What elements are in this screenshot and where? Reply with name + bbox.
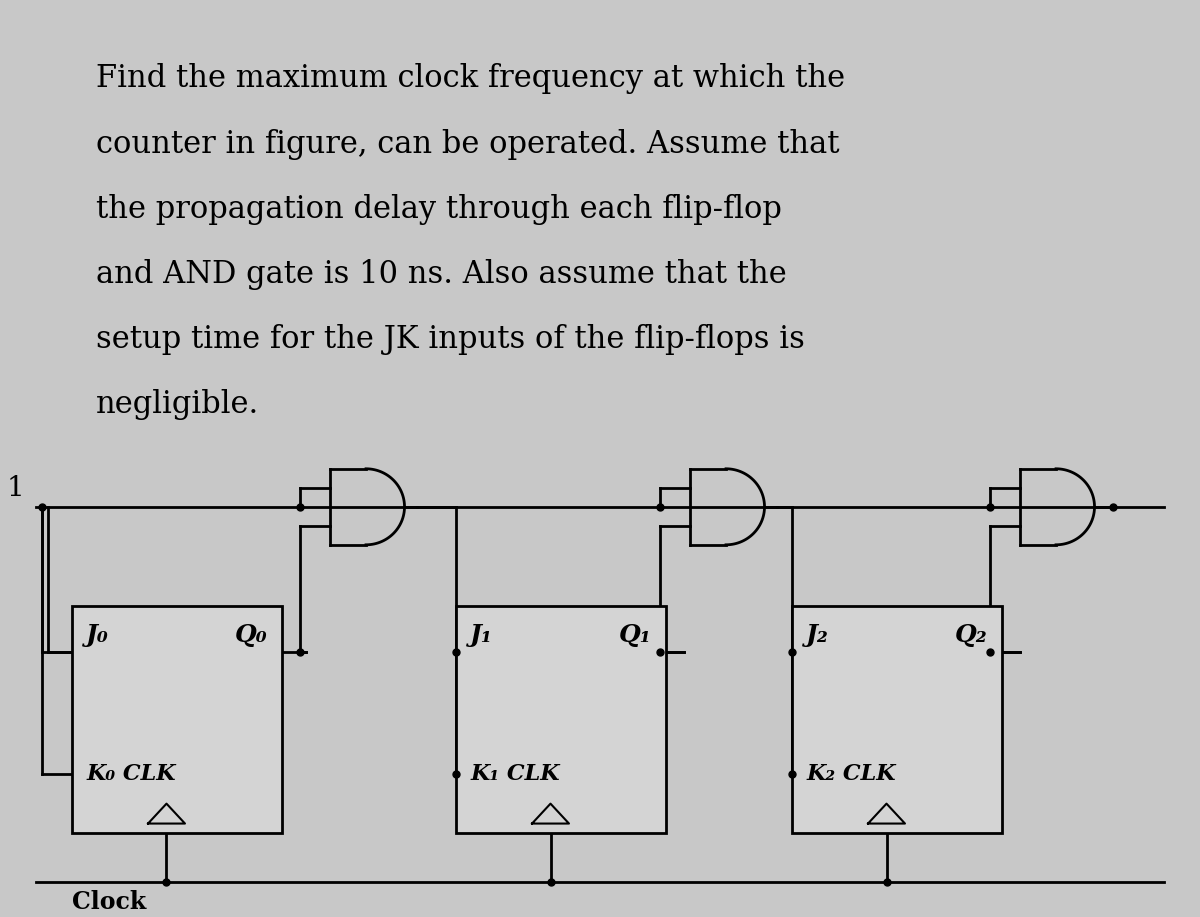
FancyBboxPatch shape: [456, 606, 666, 833]
Text: K₀ CLK: K₀ CLK: [86, 763, 176, 785]
Text: negligible.: negligible.: [96, 389, 259, 420]
Text: K₁ CLK: K₁ CLK: [470, 763, 560, 785]
Text: the propagation delay through each flip-flop: the propagation delay through each flip-…: [96, 193, 782, 225]
Text: setup time for the JK inputs of the flip-flops is: setup time for the JK inputs of the flip…: [96, 324, 805, 355]
FancyBboxPatch shape: [72, 606, 282, 833]
Text: and AND gate is 10 ns. Also assume that the: and AND gate is 10 ns. Also assume that …: [96, 259, 787, 290]
Text: Find the maximum clock frequency at which the: Find the maximum clock frequency at whic…: [96, 63, 845, 94]
Text: Q₂: Q₂: [955, 623, 988, 646]
Text: J₂: J₂: [806, 623, 829, 646]
FancyBboxPatch shape: [792, 606, 1002, 833]
Text: K₂ CLK: K₂ CLK: [806, 763, 896, 785]
Text: counter in figure, can be operated. Assume that: counter in figure, can be operated. Assu…: [96, 128, 840, 160]
Text: 1: 1: [6, 475, 24, 503]
Text: Q₀: Q₀: [235, 623, 268, 646]
Text: J₁: J₁: [470, 623, 493, 646]
Text: Clock: Clock: [72, 889, 146, 913]
Text: Q₁: Q₁: [619, 623, 652, 646]
Text: J₀: J₀: [86, 623, 109, 646]
